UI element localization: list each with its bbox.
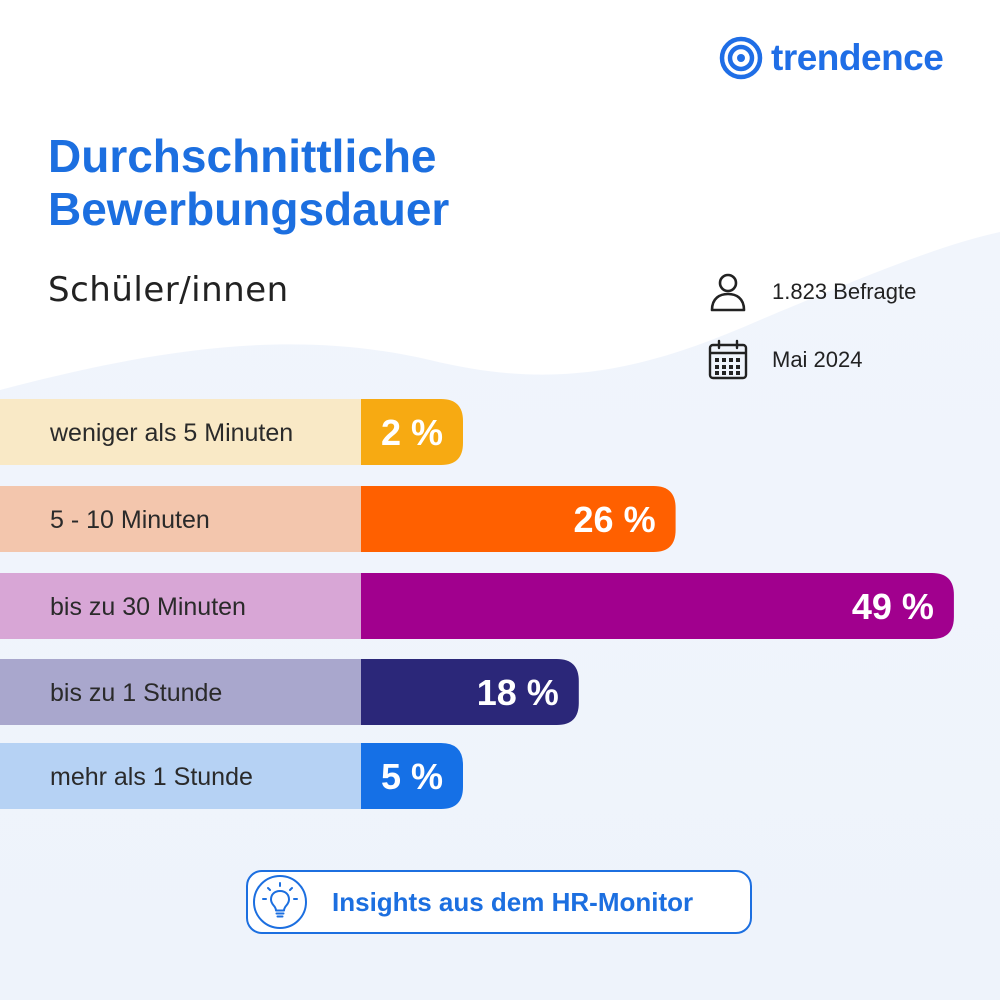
bar-value-label: 5 % — [381, 756, 443, 797]
page-title: Durchschnittliche Bewerbungsdauer — [48, 130, 449, 236]
date-info: Mai 2024 — [706, 338, 863, 382]
bar-value-label: 26 % — [574, 499, 656, 540]
lightbulb-icon — [253, 875, 307, 929]
bar-category-label: bis zu 30 Minuten — [50, 593, 246, 621]
bar-value-label: 18 % — [477, 672, 559, 713]
bar-label-background — [0, 486, 361, 552]
bar-value-label: 2 % — [381, 412, 443, 453]
bar-label-background — [0, 659, 361, 725]
title-line-1: Durchschnittliche — [48, 130, 437, 182]
bar — [361, 399, 463, 465]
bar-row: bis zu 1 Stunde 18 % — [0, 659, 579, 725]
brand-name: trendence — [771, 37, 944, 78]
bar-row: mehr als 1 Stunde 5 % — [0, 743, 463, 809]
survey-date: Mai 2024 — [772, 347, 863, 372]
title-line-2: Bewerbungsdauer — [48, 183, 450, 235]
bar — [361, 573, 954, 639]
person-icon — [710, 273, 746, 312]
bar — [361, 486, 676, 552]
bar — [361, 743, 463, 809]
insights-button[interactable]: Insights aus dem HR-Monitor — [246, 870, 752, 934]
bar-row: weniger als 5 Minuten 2 % — [0, 399, 463, 465]
bar-category-label: weniger als 5 Minuten — [49, 419, 293, 447]
bar-value-label: 49 % — [852, 586, 934, 627]
insights-icon-wrap — [250, 872, 310, 932]
calendar-icon — [708, 339, 748, 380]
brand-logo: trendence — [719, 36, 944, 80]
bar — [361, 659, 579, 725]
insights-label: Insights aus dem HR-Monitor — [332, 886, 694, 917]
bar-category-label: mehr als 1 Stunde — [50, 763, 253, 791]
bar-row: 5 - 10 Minuten 26 % — [0, 486, 676, 552]
bar-label-background — [0, 573, 361, 639]
respondents-count: 1.823 Befragte — [772, 279, 917, 304]
bar-label-background — [0, 743, 361, 809]
page-subtitle: Schüler/innen — [48, 270, 289, 310]
respondents-info: 1.823 Befragte — [706, 270, 916, 314]
trendence-logo-icon — [719, 36, 763, 80]
bar-category-label: 5 - 10 Minuten — [50, 506, 210, 534]
bar-category-label: bis zu 1 Stunde — [50, 679, 222, 707]
bar-row: bis zu 30 Minuten 49 % — [0, 573, 954, 639]
bar-label-background — [0, 399, 361, 465]
